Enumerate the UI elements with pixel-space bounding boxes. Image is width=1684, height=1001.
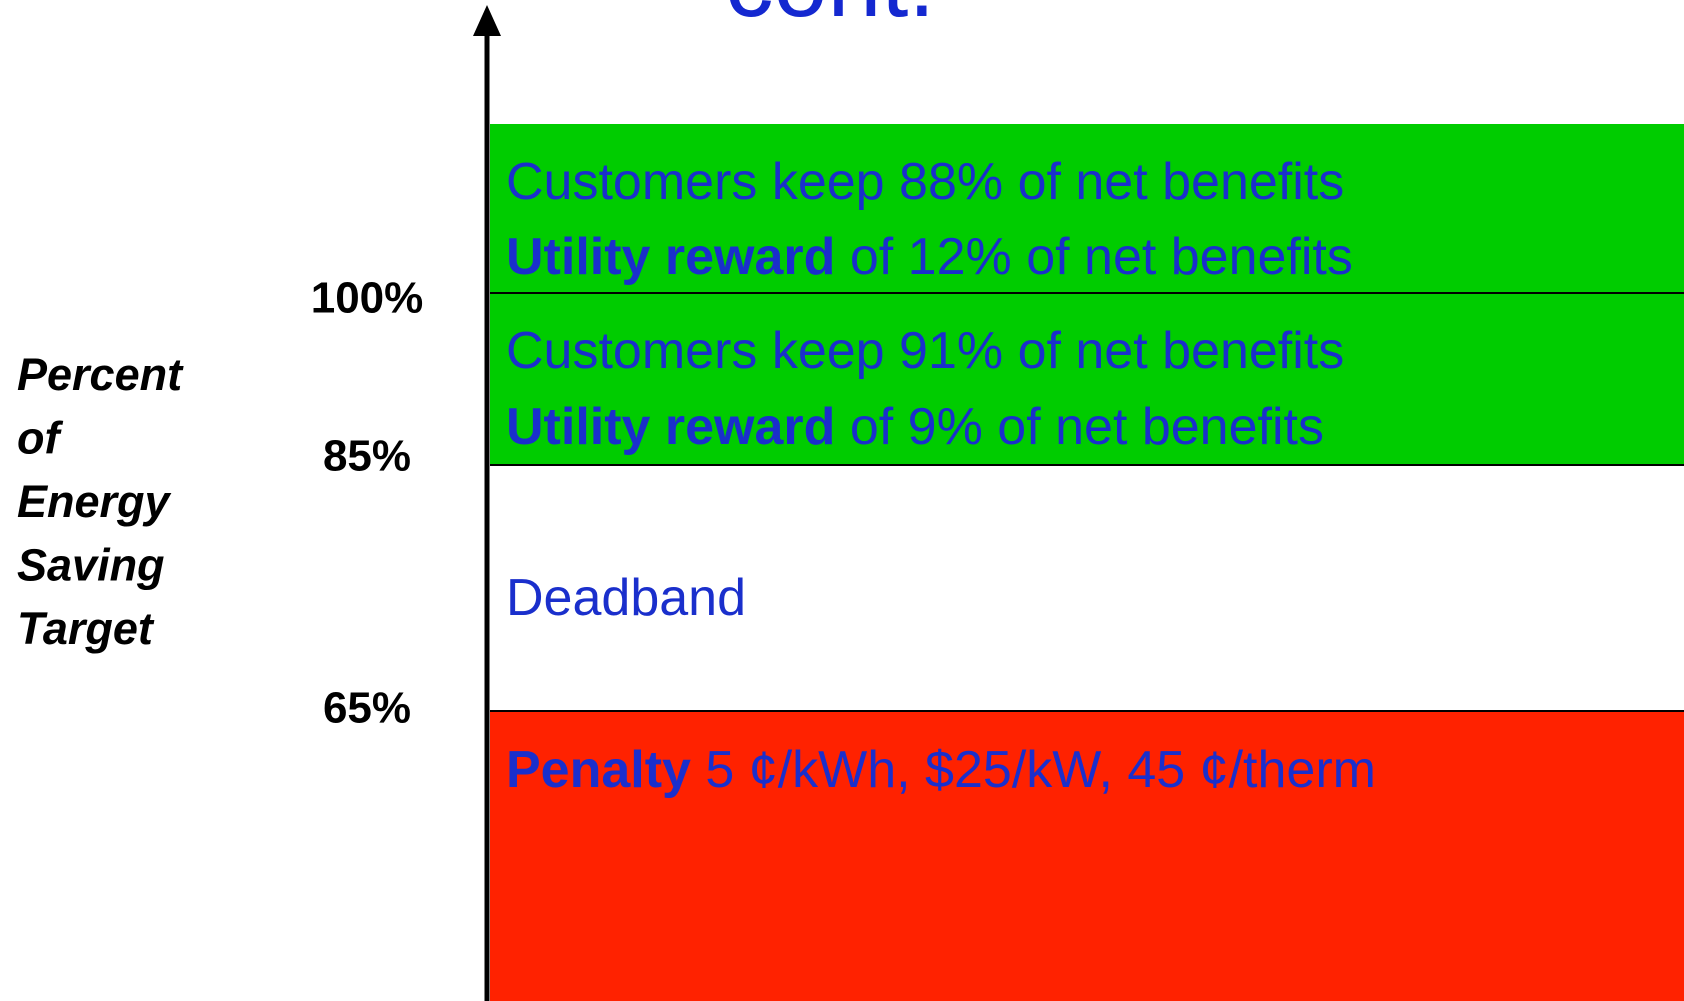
tick-label: 65% (323, 684, 411, 733)
axis-label-line: Saving (17, 539, 165, 590)
penalty-band (490, 711, 1684, 1001)
axis-label-line: Target (17, 603, 155, 654)
band-text: Utility reward of 12% of net benefits (506, 228, 1353, 286)
band-text: Utility reward of 9% of net benefits (506, 398, 1324, 456)
band-text: Deadband (506, 569, 746, 627)
band-text-rest: of 12% of net benefits (835, 228, 1352, 286)
tick-label: 85% (323, 432, 411, 481)
band-text-rest: of 9% of net benefits (835, 398, 1324, 456)
tick-label: 100% (311, 274, 424, 323)
band-text-bold: Penalty (506, 741, 691, 799)
band-text-rest: 5 ¢/kWh, $25/kW, 45 ¢/therm (691, 741, 1376, 799)
axis-arrow (473, 5, 501, 36)
axis-label-line: Percent (17, 349, 184, 400)
axis-label: Percent of Energy Saving Target (17, 349, 184, 654)
axis-label-line: of (17, 412, 63, 463)
band-text: Penalty 5 ¢/kWh, $25/kW, 45 ¢/therm (506, 741, 1376, 799)
band-text: Customers keep 88% of net benefits (506, 153, 1344, 211)
axis-label-line: Energy (17, 476, 172, 527)
band-text: Customers keep 91% of net benefits (506, 322, 1344, 380)
reward-band-high (490, 124, 1684, 293)
band-text-bold: Utility reward (506, 228, 835, 286)
reward-band-low (490, 293, 1684, 465)
band-text-bold: Utility reward (506, 398, 835, 456)
title: cont. (725, 0, 935, 37)
